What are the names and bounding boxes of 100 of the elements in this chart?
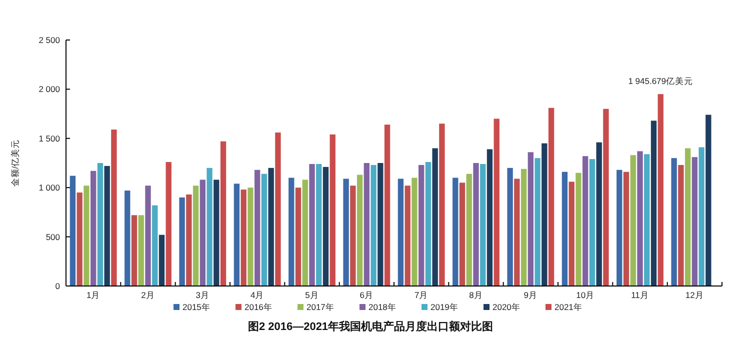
bar: [364, 163, 370, 286]
bar: [439, 124, 445, 286]
x-tick-label: 4月: [250, 290, 264, 300]
x-tick-label: 5月: [305, 290, 319, 300]
bar: [494, 118, 500, 286]
bar: [145, 186, 151, 286]
y-tick-label: 2 000: [38, 84, 60, 94]
legend-label: 2020年: [492, 302, 520, 312]
bar: [623, 172, 630, 286]
y-tick-label: 500: [46, 232, 60, 242]
x-tick-label: 1月: [86, 290, 100, 300]
x-tick-label: 11月: [631, 290, 649, 300]
legend-label: 2021年: [554, 302, 582, 312]
bar: [131, 215, 138, 286]
bar: [158, 234, 165, 286]
legend-label: 2017年: [306, 302, 334, 312]
bar: [658, 94, 664, 286]
bar: [302, 180, 308, 286]
bar: [432, 148, 438, 286]
bar: [322, 166, 329, 286]
bar: [343, 178, 349, 286]
bar: [404, 186, 410, 286]
annotation: 1 945.679亿美元: [628, 76, 694, 86]
bar: [76, 192, 82, 286]
x-tick-label: 8月: [469, 290, 483, 300]
bar: [589, 159, 596, 286]
bar: [111, 130, 117, 286]
bar: [616, 170, 622, 286]
x-tick-label: 6月: [360, 290, 374, 300]
bar: [650, 120, 657, 286]
bar: [152, 205, 158, 286]
bar: [192, 186, 199, 286]
bar: [261, 174, 268, 286]
bar: [418, 164, 424, 286]
bar: [356, 174, 363, 286]
bar: [254, 170, 260, 286]
bar: [534, 158, 540, 286]
bar: [206, 168, 212, 286]
bar: [528, 152, 534, 286]
bar: [542, 143, 548, 286]
bar: [425, 162, 432, 286]
y-axis-title: 金额/亿美元: [10, 139, 20, 187]
bar: [70, 176, 76, 286]
bar: [220, 141, 226, 286]
x-tick-label: 2月: [141, 290, 155, 300]
x-tick-label: 10月: [576, 290, 595, 300]
bar: [576, 172, 582, 286]
bar: [138, 215, 144, 286]
bar: [459, 182, 466, 286]
bar: [84, 186, 90, 286]
bar: [378, 163, 384, 286]
bar: [596, 142, 602, 286]
bar: [473, 163, 479, 286]
bar: [214, 180, 220, 286]
bar: [568, 182, 574, 286]
bar: [603, 108, 609, 286]
bar: [671, 158, 677, 286]
bar: [486, 149, 493, 286]
bar: [644, 154, 650, 286]
bar: [520, 168, 527, 286]
bar: [466, 174, 472, 286]
legend-label: 2018年: [368, 302, 396, 312]
bar: [452, 178, 458, 286]
bar: [562, 172, 568, 286]
bar: [186, 194, 192, 286]
legend-label: 2019年: [430, 302, 458, 312]
bar: [97, 163, 104, 286]
bar: [200, 180, 206, 286]
bar: [370, 164, 376, 286]
bar: [384, 124, 390, 286]
bar: [316, 164, 322, 286]
legend-label: 2016年: [244, 302, 272, 312]
bar: [582, 156, 588, 286]
bar: [124, 190, 130, 286]
bar: [179, 197, 185, 286]
bar: [698, 147, 704, 286]
x-tick-label: 12月: [685, 290, 704, 300]
bar: [288, 178, 294, 286]
bar: [398, 178, 404, 286]
x-tick-label: 3月: [196, 290, 210, 300]
bar: [514, 178, 520, 286]
bar: [684, 148, 691, 286]
bar: [630, 155, 636, 286]
y-tick-label: 2 500: [38, 34, 60, 45]
x-tick-label: 9月: [524, 290, 538, 300]
bar: [706, 114, 712, 286]
bar: [248, 188, 254, 286]
bar: [90, 170, 96, 286]
bar: [637, 151, 643, 286]
bar: [104, 166, 110, 286]
text: 图2 2016—2021年我国机电产品月度出口额对比图: [248, 320, 494, 333]
x-tick-label: 7月: [414, 290, 428, 300]
bar: [507, 168, 513, 286]
bar: [412, 178, 418, 286]
bar: [166, 162, 172, 286]
bar: [295, 188, 302, 286]
bar: [309, 164, 315, 286]
bar: [350, 186, 356, 286]
bar: [240, 190, 246, 286]
bar: [678, 164, 684, 286]
